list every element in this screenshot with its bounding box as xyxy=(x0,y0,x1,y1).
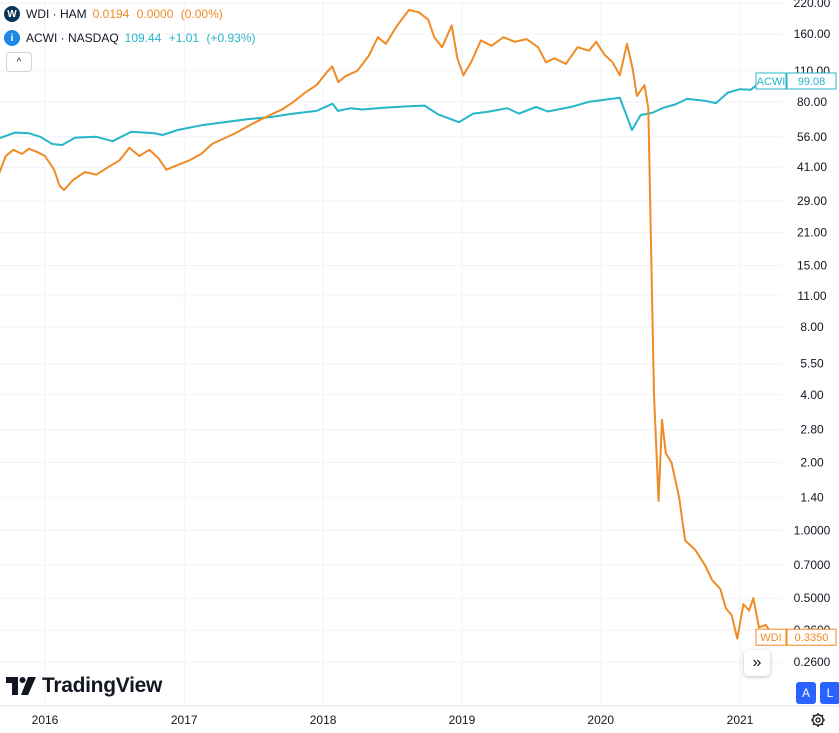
price-tag-value-box xyxy=(786,628,837,646)
x-tick-label: 2017 xyxy=(171,713,198,727)
y-tick-label: 80.00 xyxy=(797,95,827,109)
legend-values: 109.44 +1.01 (+0.93%) xyxy=(125,31,260,45)
legend-change: +1.01 xyxy=(168,31,200,45)
tradingview-logo-icon xyxy=(6,677,36,695)
x-tick-label: 2018 xyxy=(310,713,337,727)
chevron-up-icon: ^ xyxy=(16,56,22,68)
legend-change-pct: (+0.93%) xyxy=(206,31,256,45)
price-tag-acwi: ACWI 99.08 xyxy=(755,72,837,90)
y-tick-label: 2.00 xyxy=(800,456,824,470)
legend-row-wdi[interactable]: W WDI · HAM 0.0194 0.0000 (0.00%) xyxy=(4,4,227,24)
legend-price: 109.44 xyxy=(124,31,162,45)
y-tick-label: 1.40 xyxy=(800,490,824,504)
price-tag-wdi: WDI 0.3350 xyxy=(755,628,837,646)
legend-price: 0.0194 xyxy=(92,7,130,21)
legend-symbol-name: WDI · HAM xyxy=(26,7,87,21)
x-tick-label: 2019 xyxy=(449,713,476,727)
y-tick-label: 29.00 xyxy=(797,194,827,208)
series-line-acwi xyxy=(0,80,777,146)
y-tick-label: 4.00 xyxy=(800,388,824,402)
plot-area[interactable] xyxy=(0,8,777,640)
x-tick-label: 2016 xyxy=(32,713,59,727)
price-tag-value: 99.08 xyxy=(798,76,826,88)
auto-scale-button[interactable]: A xyxy=(796,682,816,704)
y-tick-label: 160.00 xyxy=(794,27,831,41)
y-tick-label: 41.00 xyxy=(797,160,827,174)
y-tick-label: 5.50 xyxy=(800,357,824,371)
tradingview-logo[interactable]: TradingView xyxy=(6,674,162,698)
y-tick-label: 2.80 xyxy=(800,423,824,437)
y-tick-label: 0.5000 xyxy=(794,591,831,605)
y-tick-label: 11.00 xyxy=(797,289,826,303)
y-tick-label: 21.00 xyxy=(797,226,827,240)
legend-values: 0.0194 0.0000 (0.00%) xyxy=(93,7,227,21)
y-tick-label: 1.0000 xyxy=(794,523,831,537)
price-tag-label: WDI xyxy=(760,632,781,644)
price-tags: ACWI 99.08 WDI 0.3350 xyxy=(755,72,837,646)
price-tag-label-box xyxy=(755,72,787,90)
scroll-to-realtime-button[interactable]: » xyxy=(744,650,770,676)
legend-symbol-name: ACWI · NASDAQ xyxy=(26,31,119,45)
y-tick-label: 220.00 xyxy=(794,0,831,10)
y-tick-label: 0.7000 xyxy=(794,558,831,572)
legend-change-pct: (0.00%) xyxy=(180,7,223,21)
price-tag-label: ACWI xyxy=(757,76,786,88)
double-chevron-right-icon: » xyxy=(752,654,762,671)
legend-change: 0.0000 xyxy=(136,7,174,21)
tradingview-logo-text: TradingView xyxy=(42,674,163,697)
time-axis[interactable]: 2016 2017 2018 2019 2020 2021 xyxy=(0,705,839,727)
series-line-wdi xyxy=(0,8,777,640)
x-tick-label: 2020 xyxy=(587,713,614,727)
x-tick-label: 2021 xyxy=(727,713,754,727)
collapse-legend-button[interactable]: ^ xyxy=(6,52,32,72)
y-tick-label: 0.2600 xyxy=(794,655,831,669)
y-tick-label: 8.00 xyxy=(800,320,824,334)
x-grid-lines xyxy=(44,0,741,706)
wdi-logo-icon: W xyxy=(4,6,20,22)
price-tag-label-box xyxy=(755,628,787,646)
price-axis[interactable]: 220.00160.00110.0080.0056.0041.0029.0021… xyxy=(794,0,831,669)
price-tag-value-box xyxy=(786,72,837,90)
y-tick-label: 15.00 xyxy=(797,259,827,273)
grid-lines xyxy=(0,2,783,663)
info-icon: i xyxy=(4,30,20,46)
settings-gear-icon[interactable] xyxy=(810,712,826,728)
price-tag-value: 0.3350 xyxy=(795,632,829,644)
y-tick-label: 56.00 xyxy=(797,130,827,144)
log-scale-button[interactable]: L xyxy=(820,682,839,704)
legend-row-acwi[interactable]: i ACWI · NASDAQ 109.44 +1.01 (+0.93%) xyxy=(4,28,259,48)
